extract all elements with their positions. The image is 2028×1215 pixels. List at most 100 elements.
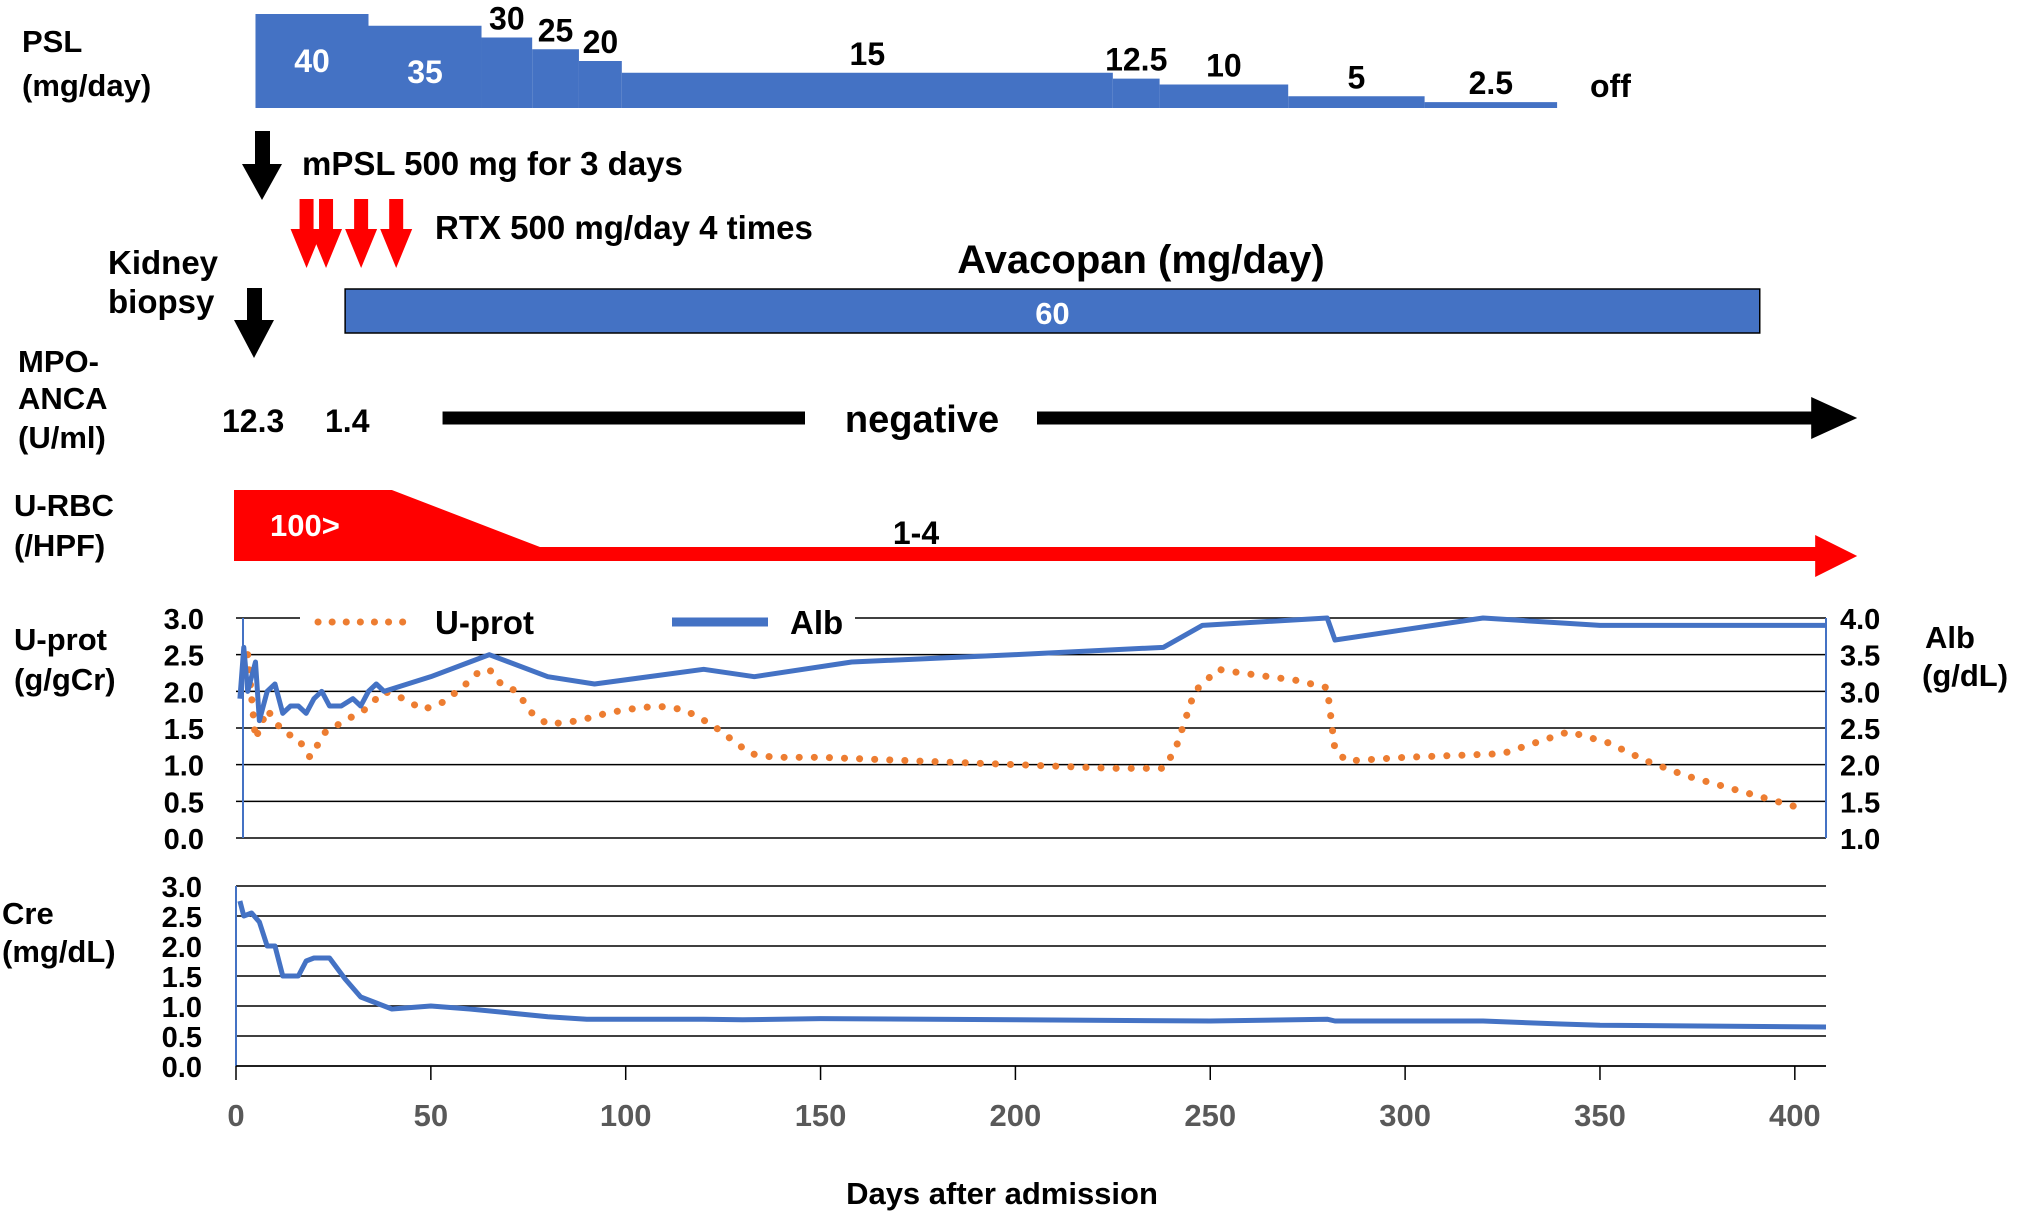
mpo-anca-label-line1: MPO-	[18, 344, 99, 379]
rtx-arrow-icon-4	[380, 199, 413, 268]
avacopan-section: Avacopan (mg/day) 60	[344, 238, 1761, 334]
uprot-y-tick-2: 1.0	[164, 751, 204, 783]
cre-y-tick-1: 0.5	[162, 1022, 202, 1054]
mpo-anca-label-line2: ANCA	[18, 381, 108, 416]
mpo-anca-value-2: 1.4	[325, 403, 370, 439]
cre-axis-label-line1: Cre	[2, 896, 54, 931]
cre-y-ticks: 0.00.51.01.52.02.53.0	[162, 872, 202, 1084]
cre-y-tick-6: 3.0	[162, 872, 202, 904]
x-tick-label-200: 200	[990, 1098, 1042, 1133]
x-axis-ticks: 0 50 100 150 200 250 300 350 400	[227, 1066, 1821, 1133]
avacopan-dose-label: 60	[1035, 296, 1069, 331]
cre-y-tick-2: 1.0	[162, 992, 202, 1024]
avacopan-dose-bar	[344, 288, 1761, 334]
uprot-y-tick-3: 1.5	[164, 714, 204, 746]
alb-y-ticks: 1.0 1.5 2.0 2.5 3.0 3.5 4.0	[1840, 604, 1880, 856]
psl-bar-35	[368, 25, 482, 108]
cre-series-line	[237, 900, 1827, 1030]
rtx-arrows	[290, 199, 413, 268]
uprot-y-tick-1: 0.5	[164, 787, 204, 819]
rtx-arrow-icon-2	[310, 199, 343, 268]
uprot-axis-label-line1: U-prot	[14, 622, 107, 657]
cre-axis-label-line2: (mg/dL)	[2, 934, 116, 969]
psl-off-label: off	[1590, 68, 1631, 104]
psl-bar-label-25: 25	[538, 12, 574, 48]
legend-background	[300, 595, 855, 649]
psl-bar-label-30: 30	[489, 1, 525, 37]
uprot-y-tick-0: 0.0	[164, 824, 204, 856]
uprot-alb-series	[237, 615, 1826, 813]
uprot-y-ticks: 0.0 0.5 1.0 1.5 2.0 2.5 3.0	[164, 604, 204, 856]
mpo-anca-value-1: 12.3	[222, 403, 284, 439]
mpo-anca-section: MPO- ANCA (U/ml) 12.3 1.4 negative	[18, 344, 1858, 455]
events-section: mPSL 500 mg for 3 days RTX 500 mg/day 4 …	[108, 131, 813, 358]
rtx-arrow-icon-1	[290, 199, 323, 268]
biopsy-arrow-icon	[234, 288, 274, 358]
alb-axis-label-line2: (g/dL)	[1922, 658, 2008, 693]
u-rbc-label-line2: (/HPF)	[14, 528, 105, 563]
cre-y-tick-3: 1.5	[162, 962, 202, 994]
uprot-y-tick-6: 3.0	[164, 604, 204, 636]
psl-bar-25	[532, 49, 579, 108]
alb-y-tick-3: 2.5	[1840, 714, 1880, 746]
x-tick-label-0: 0	[227, 1098, 244, 1133]
legend-alb-label: Alb	[790, 604, 843, 641]
mpo-anca-label-line3: (U/ml)	[18, 420, 106, 455]
cre-y-tick-5: 2.5	[162, 902, 202, 934]
alb-y-tick-5: 3.5	[1840, 641, 1880, 673]
x-tick-label-350: 350	[1574, 1098, 1626, 1133]
alb-series-line	[237, 615, 1826, 724]
biopsy-label-line2: biopsy	[108, 283, 215, 320]
negative-arrow-head-icon	[1811, 397, 1858, 439]
legend-uprot-label: U-prot	[435, 604, 534, 641]
x-tick-label-250: 250	[1184, 1098, 1236, 1133]
alb-y-tick-2: 2.0	[1840, 751, 1880, 783]
uprot-axis-label-line2: (g/gCr)	[14, 662, 116, 697]
u-rbc-section: U-RBC (/HPF) 100> 1-4	[14, 488, 1858, 577]
psl-bar-20	[578, 61, 622, 108]
psl-bar-label-20: 20	[583, 24, 619, 60]
uprot-y-tick-4: 2.0	[164, 677, 204, 709]
uprot-y-tick-5: 2.5	[164, 641, 204, 673]
alb-y-tick-6: 4.0	[1840, 604, 1880, 636]
u-rbc-high-text: 100>	[270, 508, 340, 543]
psl-bar-10	[1159, 84, 1289, 108]
psl-section: PSL (mg/day) 40 35 30 25 20 15 12.5 10 5 2.5 off	[22, 1, 1631, 108]
cre-series	[237, 900, 1827, 1030]
cre-gridlines	[235, 885, 1826, 1067]
psl-label: PSL	[22, 24, 82, 59]
cre-y-tick-0: 0.0	[162, 1052, 202, 1084]
mpo-anca-negative-text: negative	[845, 399, 999, 441]
psl-bar-label-12.5: 12.5	[1105, 42, 1167, 78]
psl-bar-label-35: 35	[407, 54, 443, 90]
psl-bar-label-15: 15	[850, 36, 886, 72]
psl-bar-label-5: 5	[1348, 59, 1366, 95]
x-tick-label-400: 400	[1769, 1098, 1821, 1133]
psl-bar-40	[255, 14, 369, 108]
psl-unit-label: (mg/day)	[22, 68, 151, 103]
u-rbc-arrow	[234, 490, 1858, 577]
mpsl-arrow-icon	[242, 131, 282, 200]
x-tick-label-100: 100	[600, 1098, 652, 1133]
psl-bar-2.5	[1424, 102, 1558, 108]
alb-y-tick-0: 1.0	[1840, 824, 1880, 856]
psl-dose-bars: 40 35 30 25 20 15 12.5 10 5 2.5	[255, 1, 1558, 108]
cre-chart: Cre (mg/dL) 0.00.51.01.52.02.53.0 0 50 100…	[2, 872, 1827, 1211]
psl-bar-30	[481, 37, 533, 108]
rtx-arrow-icon-3	[345, 199, 378, 268]
cre-y-tick-4: 2.0	[162, 932, 202, 964]
psl-bar-15	[621, 72, 1113, 108]
rtx-text: RTX 500 mg/day 4 times	[435, 209, 813, 246]
alb-y-tick-4: 3.0	[1840, 677, 1880, 709]
uprot-alb-chart: U-prot (g/gCr) Alb (g/dL) 0.0 0.5 1.0 1.5 2.…	[14, 595, 2008, 856]
uprot-gridlines	[236, 617, 1827, 839]
u-rbc-low-text: 1-4	[893, 515, 939, 551]
alb-y-tick-1: 1.5	[1840, 787, 1880, 819]
x-tick-label-150: 150	[795, 1098, 847, 1133]
alb-axis-label-line1: Alb	[1925, 620, 1975, 655]
biopsy-label-line1: Kidney	[108, 244, 219, 281]
psl-bar-12.5	[1112, 78, 1160, 108]
mpsl-text: mPSL 500 mg for 3 days	[302, 145, 683, 182]
uprot-alb-legend: U-prot Alb	[300, 595, 855, 649]
